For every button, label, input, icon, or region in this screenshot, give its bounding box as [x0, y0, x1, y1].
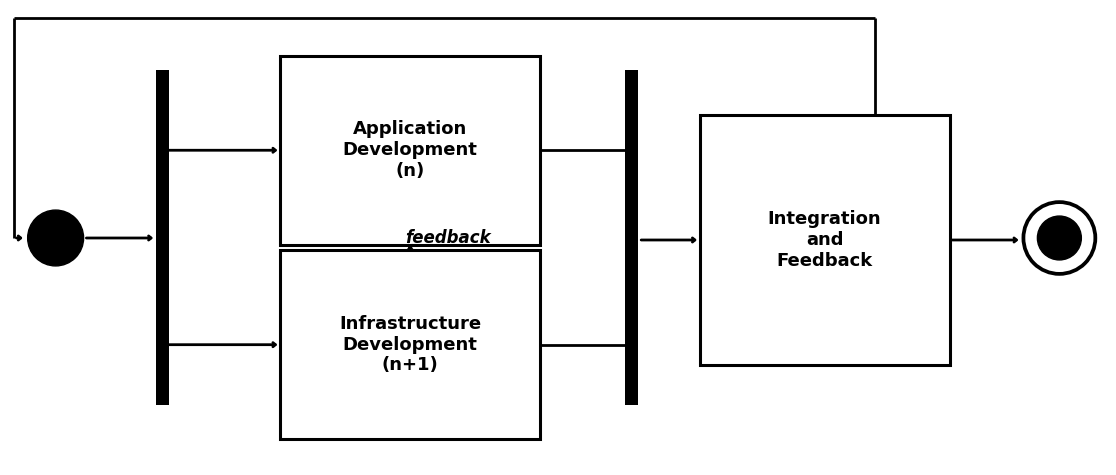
Circle shape: [1038, 216, 1081, 260]
Text: Integration
and
Feedback: Integration and Feedback: [768, 210, 882, 270]
Circle shape: [28, 210, 84, 266]
Text: Application
Development
(n): Application Development (n): [343, 121, 478, 180]
Bar: [280, 56, 540, 245]
Bar: [280, 250, 540, 439]
Bar: [625, 70, 638, 405]
Text: feedback: feedback: [405, 229, 491, 247]
Text: Infrastructure
Development
(n+1): Infrastructure Development (n+1): [339, 315, 481, 374]
Bar: [700, 115, 950, 365]
Bar: [156, 70, 169, 405]
